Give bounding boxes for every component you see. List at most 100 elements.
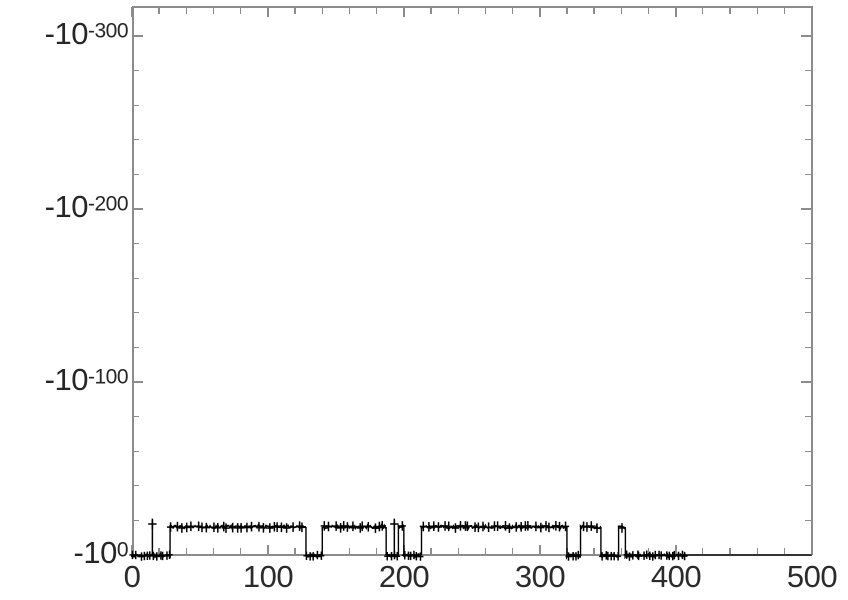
- x-tick-top-460: [756, 6, 758, 14]
- x-tick-label-0: 0: [123, 559, 141, 594]
- x-tick-60: [212, 548, 215, 555]
- x-tick-top-280: [511, 6, 514, 14]
- y-tick-15: [132, 554, 143, 556]
- x-tick-140: [321, 548, 323, 555]
- x-tick-440: [729, 548, 731, 555]
- y-tick-14: [132, 519, 139, 521]
- y-tick-right-4: [805, 173, 813, 175]
- x-tick-top-160: [348, 6, 351, 14]
- x-tick-top-100: [267, 6, 269, 17]
- x-tick-top-380: [647, 6, 650, 14]
- x-tick-500: [810, 545, 813, 555]
- y-tick-label-2-base: -10: [44, 362, 89, 397]
- x-tick-top-0: [131, 6, 133, 17]
- y-tick-5: [132, 208, 143, 210]
- x-tick-top-360: [620, 6, 622, 14]
- x-tick-top-320: [566, 6, 568, 14]
- y-tick-7: [132, 277, 139, 279]
- y-tick-0: [132, 35, 143, 37]
- y-tick-12: [132, 450, 139, 452]
- y-tick-right-8: [805, 312, 813, 314]
- x-tick-320: [566, 548, 568, 555]
- y-tick-8: [132, 312, 139, 314]
- x-tick-180: [375, 548, 378, 555]
- y-tick-right-10: [801, 381, 813, 383]
- x-tick-label-4: 400: [650, 559, 702, 594]
- x-axis-line: [132, 554, 812, 556]
- x-axis-top-line: [132, 6, 812, 8]
- x-tick-120: [294, 548, 296, 555]
- x-tick-label-3: 300: [514, 559, 566, 594]
- y-tick-right-6: [805, 242, 813, 245]
- y-axis-line: [132, 6, 134, 555]
- y-tick-right-14: [805, 519, 813, 521]
- x-tick-280: [511, 548, 514, 555]
- x-tick-160: [348, 548, 351, 555]
- x-tick-top-480: [783, 6, 785, 14]
- x-tick-300: [539, 545, 541, 555]
- x-tick-40: [185, 548, 187, 555]
- x-tick-top-80: [240, 6, 242, 14]
- x-tick-label-2: 200: [378, 559, 430, 594]
- x-tick-340: [593, 548, 595, 555]
- y-tick-2: [132, 104, 139, 106]
- y-tick-9: [132, 346, 139, 348]
- x-tick-360: [620, 548, 622, 555]
- x-tick-label-1: 100: [242, 559, 294, 594]
- x-tick-top-240: [457, 6, 459, 14]
- y-tick-right-0: [801, 35, 813, 37]
- x-tick-0: [131, 545, 133, 555]
- y-tick-right-7: [805, 277, 813, 279]
- x-tick-top-120: [294, 6, 296, 14]
- y-tick-4: [132, 173, 139, 175]
- y-tick-label-1: -10-200: [0, 189, 129, 225]
- x-tick-480: [783, 548, 785, 555]
- x-tick-420: [702, 548, 704, 555]
- y-tick-10: [132, 381, 143, 383]
- x-tick-top-200: [403, 6, 405, 17]
- y-tick-13: [132, 485, 139, 487]
- x-tick-top-300: [539, 6, 541, 17]
- x-tick-top-260: [484, 6, 486, 14]
- y-tick-label-1-exponent: -200: [87, 192, 129, 216]
- x-tick-20: [158, 548, 160, 555]
- y-tick-right-1: [805, 69, 813, 72]
- y-tick-right-3: [805, 139, 813, 141]
- y-tick-label-0: -10-300: [0, 16, 129, 52]
- y-axis-right-line: [811, 6, 813, 555]
- x-tick-top-400: [674, 6, 677, 17]
- x-tick-top-340: [593, 6, 595, 14]
- y-tick-right-11: [805, 415, 813, 418]
- y-tick-right-13: [805, 485, 813, 487]
- x-tick-top-40: [185, 6, 187, 14]
- x-tick-400: [674, 545, 677, 555]
- x-tick-220: [430, 548, 432, 555]
- y-tick-label-2-exponent: -100: [87, 365, 129, 389]
- y-tick-label-0-base: -10: [44, 16, 89, 51]
- x-tick-200: [403, 545, 405, 555]
- x-tick-260: [484, 548, 486, 555]
- x-tick-top-60: [212, 6, 215, 14]
- y-tick-label-0-exponent: -300: [87, 19, 129, 43]
- x-tick-380: [647, 548, 650, 555]
- x-tick-460: [756, 548, 758, 555]
- x-tick-top-500: [810, 6, 813, 17]
- y-tick-right-2: [805, 104, 813, 106]
- y-tick-label-3-exponent: 0: [116, 538, 129, 562]
- y-tick-label-2: -10-100: [0, 362, 129, 398]
- x-tick-80: [240, 548, 242, 555]
- x-tick-top-140: [321, 6, 323, 14]
- x-tick-top-440: [729, 6, 731, 14]
- x-tick-top-420: [702, 6, 704, 14]
- y-tick-right-12: [805, 450, 813, 452]
- x-tick-label-5: 500: [786, 559, 838, 594]
- x-tick-top-220: [430, 6, 432, 14]
- x-tick-240: [457, 548, 459, 555]
- y-tick-label-1-base: -10: [44, 189, 89, 224]
- y-tick-6: [132, 242, 139, 245]
- x-tick-top-20: [158, 6, 160, 14]
- x-tick-top-180: [375, 6, 378, 14]
- y-tick-right-9: [805, 346, 813, 348]
